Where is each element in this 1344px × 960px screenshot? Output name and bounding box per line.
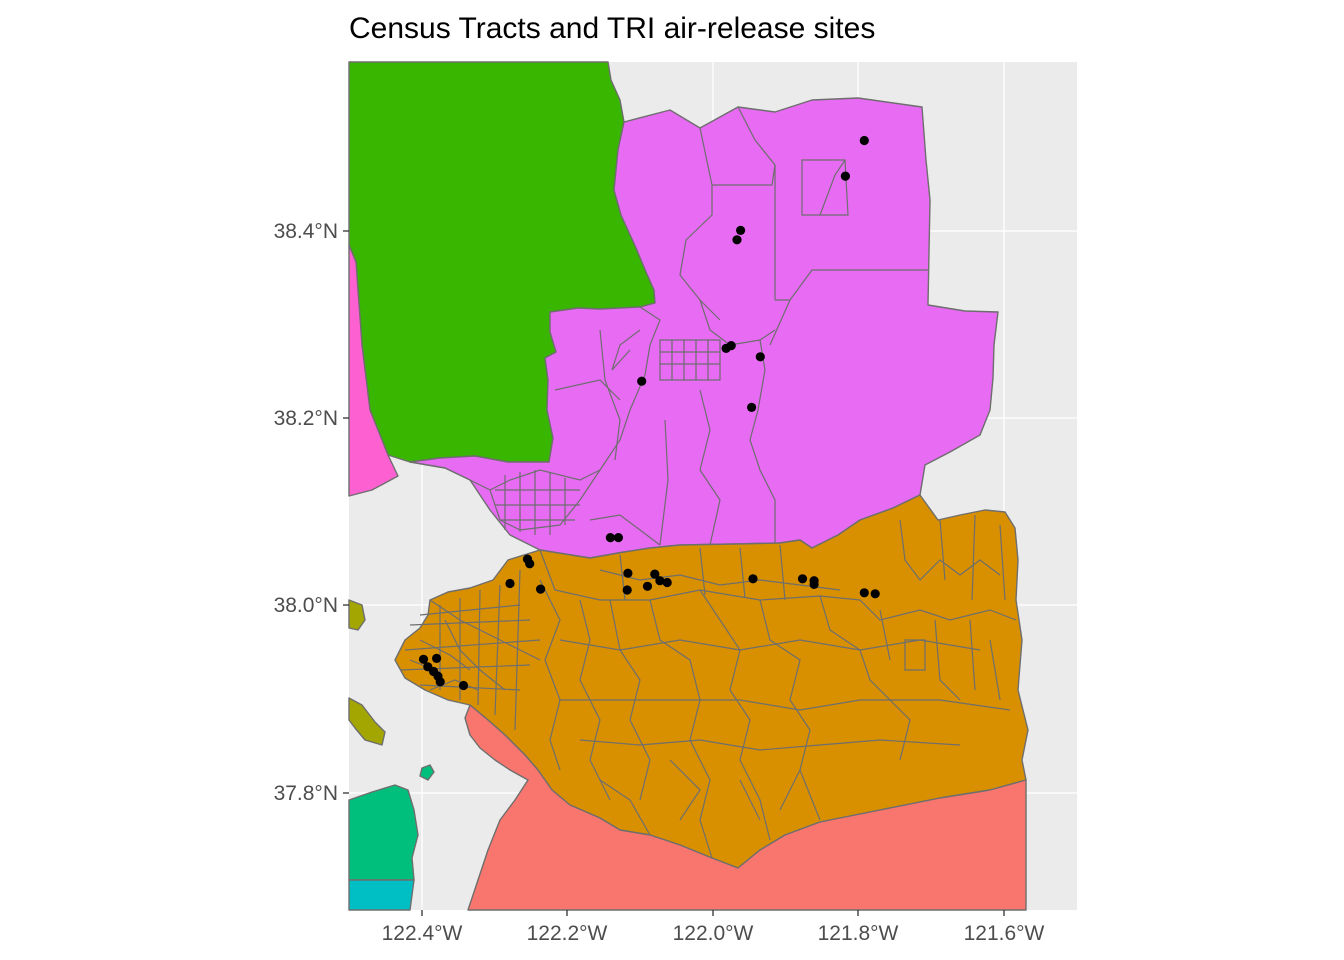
tri-site-point (655, 576, 665, 586)
county-alameda (464, 704, 1027, 911)
island-small (419, 764, 435, 781)
x-tick-label: 122.0°W (673, 922, 754, 945)
tri-site-point (870, 589, 880, 599)
county-marin-point-south (348, 697, 386, 746)
tri-site-point (505, 578, 515, 589)
x-tick-label: 122.2°W (527, 922, 608, 945)
y-tick-label: 38.2°N (274, 407, 338, 430)
map-title: Census Tracts and TRI air-release sites (349, 12, 876, 45)
tri-sites (418, 135, 880, 691)
tri-site-point (458, 680, 469, 691)
tri-site-point (637, 376, 647, 386)
tri-site-point (662, 577, 672, 588)
county-marin (348, 244, 399, 497)
tri-site-point (432, 653, 442, 664)
tri-site-point (623, 568, 633, 578)
tri-site-point (732, 235, 742, 245)
county-san-mateo (348, 879, 415, 911)
tri-site-point (809, 579, 819, 590)
county-marin-point-north (348, 599, 366, 631)
y-tick-label: 38.4°N (274, 220, 338, 243)
tri-site-point (736, 225, 746, 235)
tri-site-point (418, 654, 429, 664)
tri-site-point (622, 585, 632, 595)
y-tick-label: 38.0°N (274, 594, 338, 617)
y-tick-label: 37.8°N (274, 782, 338, 805)
axis-ticks (343, 230, 1005, 916)
tri-site-point (747, 402, 757, 412)
tri-site-point (840, 171, 851, 181)
tri-site-point (536, 584, 546, 594)
x-tick-label: 121.6°W (964, 922, 1045, 945)
tri-site-point (859, 135, 869, 146)
tri-site-point (797, 574, 808, 584)
x-tick-label: 121.8°W (818, 922, 899, 945)
tri-site-point (650, 569, 660, 579)
tri-site-point (755, 352, 765, 362)
tri-site-point (642, 581, 653, 591)
tri-site-point (859, 588, 869, 598)
county-san-francisco (348, 784, 419, 881)
tri-site-point (435, 677, 445, 687)
tri-site-point (613, 533, 624, 543)
tri-site-point (748, 574, 758, 584)
tri-site-point (721, 343, 731, 353)
tri-site-point (605, 533, 616, 543)
county-polygons (348, 61, 1029, 911)
tri-site-point (525, 559, 535, 569)
tract-boundaries (399, 106, 1017, 859)
x-tick-label: 122.4°W (382, 922, 463, 945)
